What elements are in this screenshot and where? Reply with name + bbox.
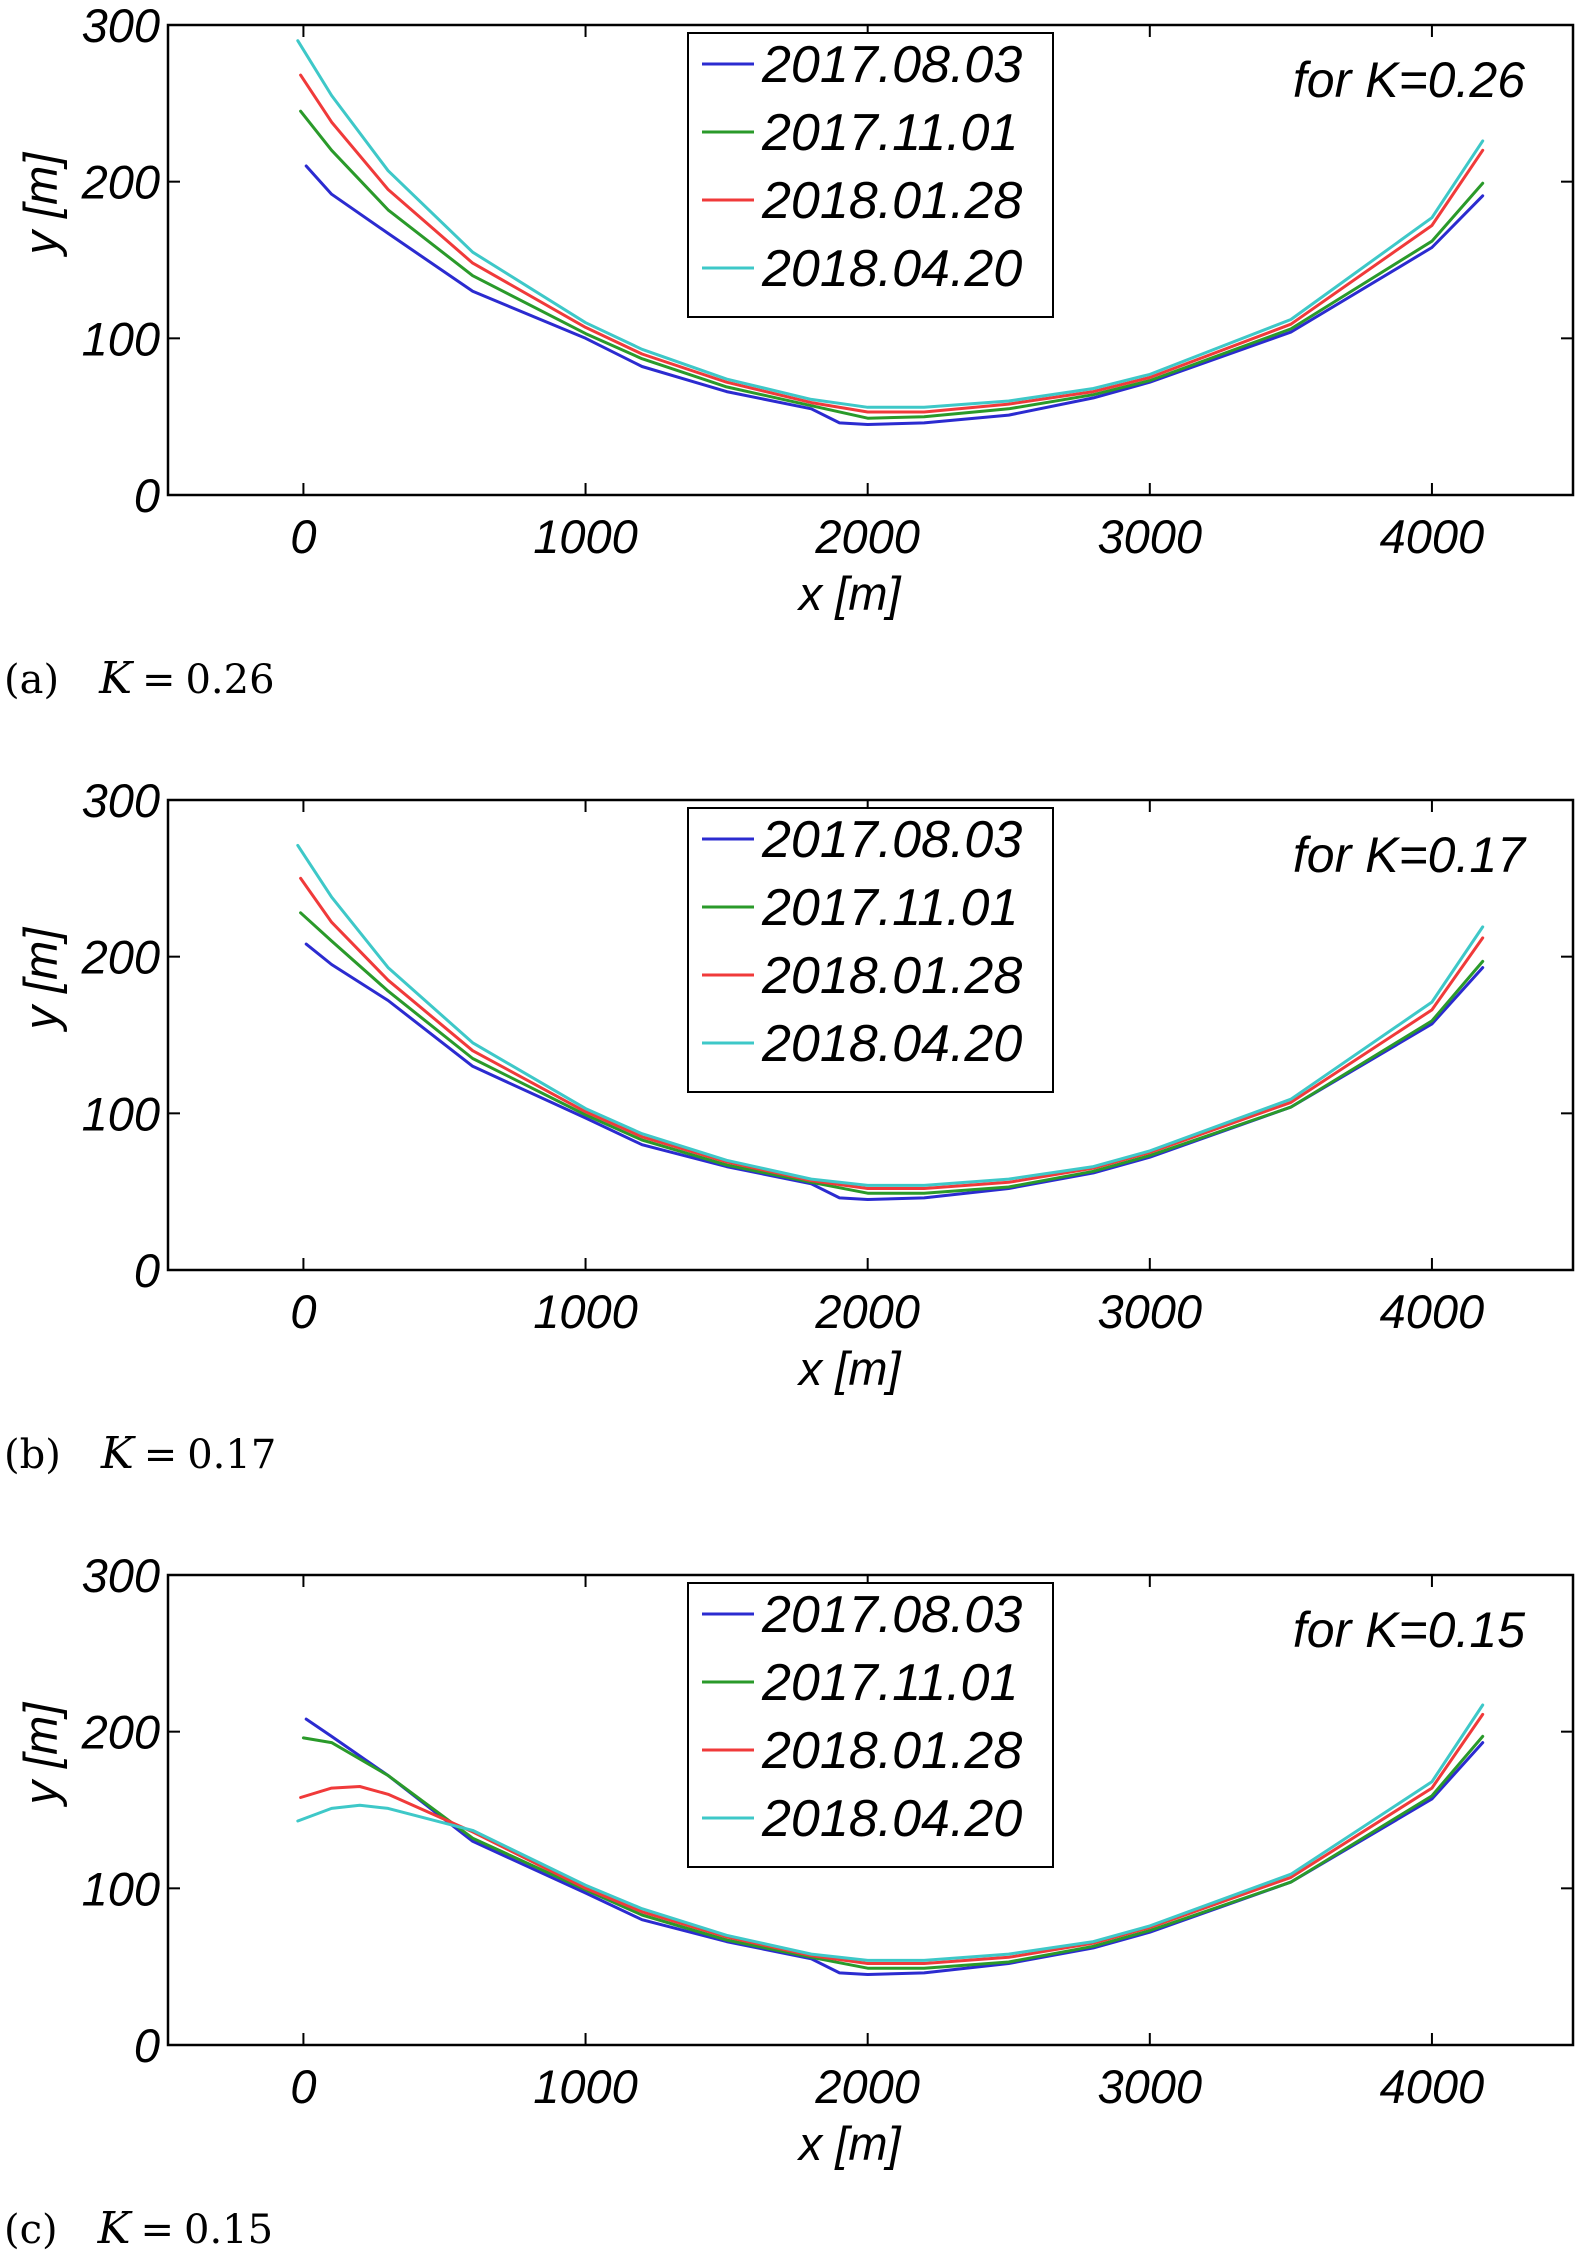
series-line-2017.11.01	[301, 1734, 1485, 1970]
series-line-2017.08.03	[304, 164, 1485, 426]
y-axis-label: y [m]	[14, 152, 67, 258]
series-line-2018.04.20	[296, 1703, 1485, 1962]
panel-annotation: for K=0.15	[1293, 1602, 1525, 1658]
y-axis-label: y [m]	[14, 927, 67, 1033]
series-line-2017.11.01	[299, 109, 1485, 420]
x-tick-label: 1000	[533, 1285, 638, 1338]
y-axis-label: y [m]	[14, 1702, 67, 1808]
x-tick-label: 3000	[1098, 2060, 1203, 2113]
legend-entry-label: 2018.01.28	[761, 947, 1022, 1005]
y-tick-label: 200	[81, 156, 160, 209]
caption-label: (a)	[4, 657, 59, 703]
caption-label: (c)	[4, 2207, 58, 2252]
y-tick-label: 200	[81, 1706, 160, 1759]
y-tick-label: 0	[134, 2019, 160, 2072]
x-tick-label: 0	[290, 510, 316, 563]
x-axis-label: x [m]	[797, 567, 902, 620]
x-axis-label: x [m]	[797, 1342, 902, 1395]
legend-entry-label: 2017.11.01	[761, 879, 1018, 937]
x-tick-label: 4000	[1380, 1285, 1485, 1338]
x-tick-label: 4000	[1380, 2060, 1485, 2113]
series-line-2017.11.01	[299, 911, 1485, 1195]
x-tick-label: 2000	[814, 1285, 920, 1338]
caption-symbol: K	[97, 2203, 133, 2252]
caption-equals: =	[142, 657, 176, 703]
caption-symbol: K	[100, 1428, 136, 1479]
legend-entry-label: 2018.04.20	[761, 1790, 1022, 1848]
caption-equals: =	[144, 1432, 178, 1478]
y-tick-label: 100	[82, 1087, 160, 1140]
x-tick-label: 4000	[1380, 510, 1485, 563]
x-tick-label: 2000	[814, 2060, 920, 2113]
y-tick-label: 300	[82, 774, 160, 827]
y-tick-label: 300	[82, 1549, 160, 1602]
legend-entry-label: 2018.04.20	[761, 1015, 1022, 1073]
caption-symbol: K	[98, 653, 134, 704]
series-line-2018.04.20	[296, 843, 1485, 1187]
legend-entry-label: 2017.08.03	[761, 36, 1022, 94]
legend-entry-label: 2018.01.28	[761, 1722, 1022, 1780]
series-line-2018.01.28	[299, 876, 1485, 1190]
x-tick-label: 0	[290, 1285, 316, 1338]
y-tick-label: 200	[81, 931, 160, 984]
legend-entry-label: 2017.11.01	[761, 104, 1018, 162]
panel-caption: (c) K = 0.15	[4, 2203, 273, 2252]
x-tick-label: 1000	[533, 510, 638, 563]
legend-entry-label: 2017.08.03	[761, 811, 1022, 869]
series-line-2018.01.28	[299, 73, 1485, 414]
panel-annotation: for K=0.26	[1293, 52, 1525, 108]
legend-box	[687, 1582, 1054, 1868]
legend-entry-label: 2018.04.20	[761, 240, 1022, 298]
x-tick-label: 0	[290, 2060, 316, 2113]
y-tick-label: 0	[134, 469, 160, 522]
legend-entry-label: 2017.11.01	[761, 1654, 1018, 1712]
legend-box	[687, 807, 1054, 1093]
legend-entry-label: 2017.08.03	[761, 1586, 1022, 1644]
series-line-2018.01.28	[299, 1712, 1485, 1965]
x-tick-label: 3000	[1098, 510, 1203, 563]
y-tick-label: 0	[134, 1244, 160, 1297]
x-tick-label: 3000	[1098, 1285, 1203, 1338]
x-tick-label: 1000	[533, 2060, 638, 2113]
legend-box	[687, 32, 1054, 318]
legend: 2017.08.03 2017.11.01 2018.01.28 2018.04.20	[687, 1582, 1054, 1868]
x-axis-label: x [m]	[797, 2117, 902, 2170]
caption-equals: =	[141, 2207, 175, 2252]
panel-caption: (b) K = 0.17	[4, 1428, 276, 1479]
legend: 2017.08.03 2017.11.01 2018.01.28 2018.04.20	[687, 32, 1054, 318]
series-line-2018.04.20	[296, 39, 1485, 409]
caption-value: 0.17	[187, 1432, 276, 1478]
legend-entry-label: 2018.01.28	[761, 172, 1022, 230]
legend: 2017.08.03 2017.11.01 2018.01.28 2018.04.20	[687, 807, 1054, 1093]
y-tick-label: 100	[82, 1862, 160, 1915]
caption-label: (b)	[4, 1432, 61, 1478]
panel-caption: (a) K = 0.26	[4, 653, 275, 704]
caption-value: 0.26	[185, 657, 274, 703]
y-tick-label: 300	[82, 0, 160, 52]
x-tick-label: 2000	[814, 510, 920, 563]
y-tick-label: 100	[82, 312, 160, 365]
caption-value: 0.15	[184, 2207, 273, 2252]
panel-annotation: for K=0.17	[1293, 827, 1527, 883]
